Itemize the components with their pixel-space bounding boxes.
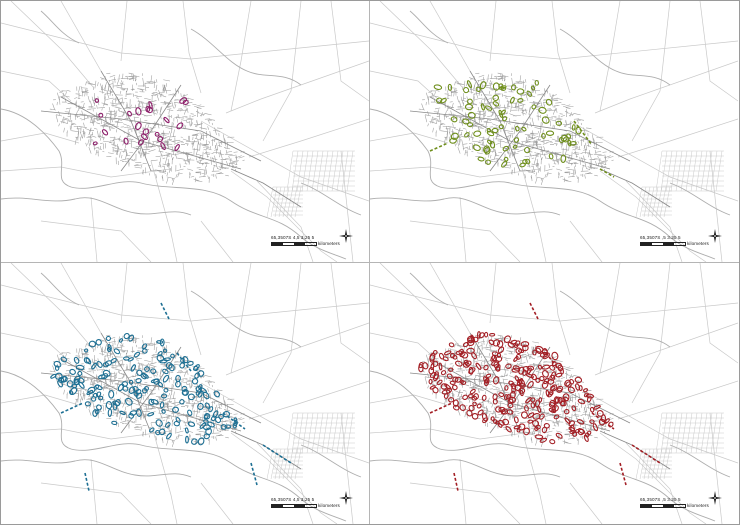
- scale-bar-unit: kilometers: [687, 503, 709, 508]
- horizontal-divider: [1, 262, 739, 263]
- field-grid: [635, 412, 724, 480]
- rivers: [1, 272, 362, 522]
- map-panel-bottom-left: 65,3507S 4,5 3.25 5 kilometers: [1, 263, 369, 524]
- north-arrow-icon: [339, 491, 353, 505]
- map-panel-top-left: 65,3507S 4,5 3.25 5 kilometers: [1, 1, 369, 262]
- map-canvas: [1, 263, 369, 524]
- scale-bar-graphic: [640, 242, 686, 247]
- rivers: [370, 272, 731, 522]
- field-grid: [266, 412, 355, 480]
- map-panel-bottom-right: 65,3507S ,5 3.25 5 kilometers: [370, 263, 738, 524]
- rivers: [370, 10, 731, 260]
- scale-bar-graphic: [271, 504, 317, 509]
- rivers: [1, 10, 362, 260]
- scale-bar: 65,3507S 4,5 3.25 5 kilometers: [271, 497, 341, 511]
- map-panel-top-right: 65,3507S ,5 3.25 5 kilometers: [370, 1, 738, 262]
- rural-roads: [370, 1, 738, 262]
- city-road-network: [409, 70, 671, 208]
- overlay-features: [92, 97, 189, 152]
- scale-bar-label: 65,3507S 4,5 3.25 5: [271, 235, 315, 240]
- rural-roads: [370, 263, 738, 524]
- scale-bar: 65,3507S 4,5 3.25 5 kilometers: [271, 235, 341, 249]
- scale-bar-graphic: [271, 242, 317, 247]
- scale-bar: 65,3507S ,5 3.25 5 kilometers: [640, 497, 710, 511]
- north-arrow-icon: [708, 491, 722, 505]
- overlay-features: [429, 80, 615, 178]
- field-grid: [266, 150, 355, 218]
- north-arrow-icon: [708, 229, 722, 243]
- rural-roads: [1, 263, 369, 524]
- rural-roads: [1, 1, 369, 262]
- scale-bar-unit: kilometers: [318, 503, 340, 508]
- north-arrow-icon: [339, 229, 353, 243]
- scale-bar-label: 65,3507S 4,5 3.25 5: [271, 497, 315, 502]
- map-canvas: [1, 1, 369, 262]
- map-canvas: [370, 1, 738, 262]
- scale-bar-unit: kilometers: [318, 241, 340, 246]
- scale-bar-label: 65,3507S ,5 3.25 5: [640, 497, 681, 502]
- overlay-features: [418, 302, 661, 492]
- map-canvas: [370, 263, 738, 524]
- city-road-network: [40, 70, 302, 208]
- overlay-features: [50, 302, 292, 492]
- scale-bar-unit: kilometers: [687, 241, 709, 246]
- scale-bar: 65,3507S ,5 3.25 5 kilometers: [640, 235, 710, 249]
- scale-bar-label: 65,3507S ,5 3.25 5: [640, 235, 681, 240]
- field-grid: [635, 150, 724, 218]
- scale-bar-graphic: [640, 504, 686, 509]
